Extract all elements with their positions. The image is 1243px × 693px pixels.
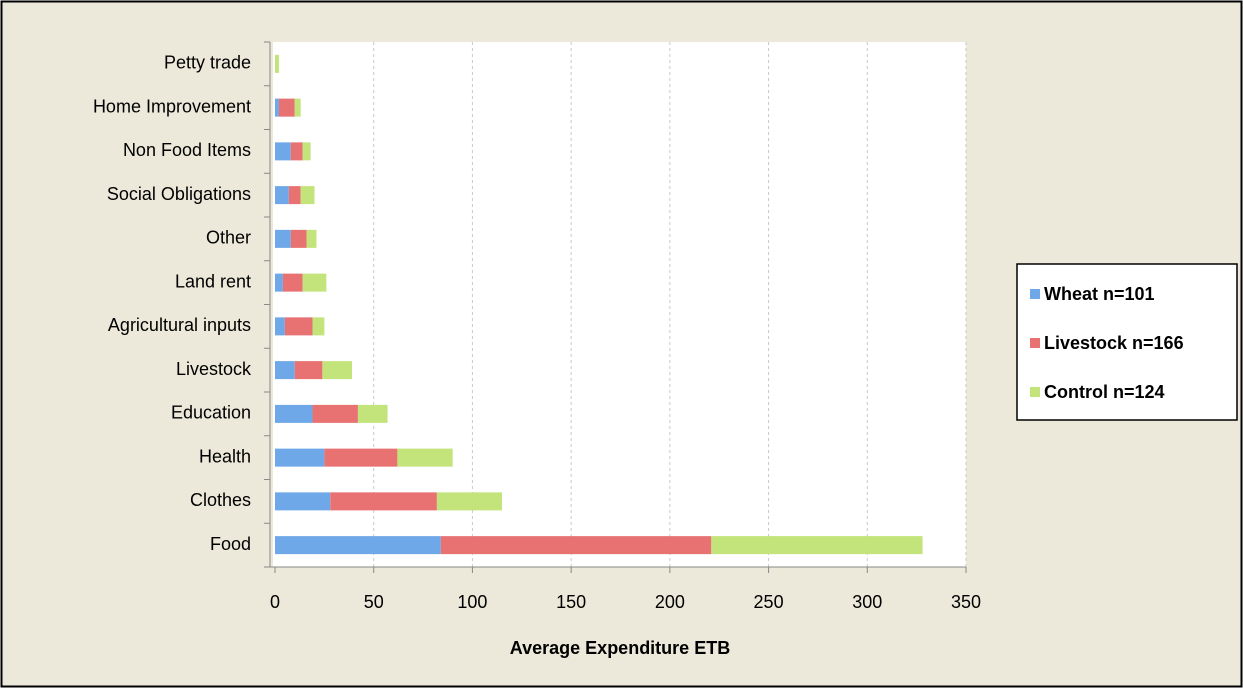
legend-swatch	[1030, 338, 1040, 348]
bar-segment	[288, 186, 301, 205]
bar-segment	[275, 142, 291, 161]
y-tick-label: Food	[210, 534, 251, 554]
bar-segment	[302, 142, 311, 161]
legend-swatch	[1030, 387, 1040, 397]
bar-segment	[322, 361, 352, 380]
x-axis-title: Average Expenditure ETB	[510, 638, 730, 658]
x-tick-label: 350	[951, 592, 981, 612]
y-tick-label: Health	[199, 446, 251, 466]
bar-segment	[711, 536, 923, 555]
bar-segment	[312, 404, 358, 423]
y-tick-label: Home Improvement	[93, 96, 251, 116]
bar-segment	[284, 317, 313, 336]
bar-segment	[278, 98, 295, 117]
bar-segment	[275, 317, 285, 336]
bar-segment	[294, 361, 323, 380]
bar-segment	[275, 448, 325, 467]
y-tick-label: Land rent	[175, 271, 251, 291]
bar-segment	[312, 317, 325, 336]
x-tick-label: 150	[556, 592, 586, 612]
bar-segment	[275, 361, 295, 380]
bar-segment	[275, 98, 279, 117]
legend-label: Wheat n=101	[1044, 284, 1155, 304]
legend-label: Livestock n=166	[1044, 333, 1184, 353]
x-tick-label: 50	[364, 592, 384, 612]
y-tick-label: Education	[171, 403, 251, 423]
x-tick-label: 100	[457, 592, 487, 612]
bar-segment	[440, 536, 712, 555]
bar-segment	[436, 492, 503, 511]
bar-segment	[294, 98, 301, 117]
legend-label: Control n=124	[1044, 382, 1165, 402]
bar-segment	[275, 229, 291, 248]
y-tick-label: Agricultural inputs	[108, 315, 251, 335]
bar-segment	[357, 404, 388, 423]
plot-area	[273, 42, 966, 567]
bar-segment	[397, 448, 453, 467]
bar-segment	[275, 536, 441, 555]
x-tick-label: 250	[754, 592, 784, 612]
legend	[1016, 263, 1238, 421]
y-tick-label: Other	[206, 228, 251, 248]
y-tick-label: Non Food Items	[123, 140, 251, 160]
bar-segment	[282, 273, 303, 292]
y-tick-label: Clothes	[190, 490, 251, 510]
x-tick-label: 200	[655, 592, 685, 612]
bar-segment	[302, 273, 327, 292]
bar-segment	[330, 492, 437, 511]
y-tick-label: Petty trade	[164, 53, 251, 73]
x-tick-label: 300	[852, 592, 882, 612]
bar-segment	[300, 186, 315, 205]
x-tick-label: 0	[270, 592, 280, 612]
bar-segment	[275, 186, 289, 205]
bar-segment	[275, 54, 279, 73]
y-tick-label: Livestock	[176, 359, 252, 379]
bar-segment	[275, 273, 283, 292]
bar-segment	[306, 229, 317, 248]
y-tick-label: Social Obligations	[107, 184, 251, 204]
bar-segment	[324, 448, 398, 467]
bar-segment	[275, 492, 331, 511]
bar-segment	[275, 404, 313, 423]
bar-segment	[290, 142, 303, 161]
legend-swatch	[1030, 289, 1040, 299]
bar-segment	[290, 229, 307, 248]
